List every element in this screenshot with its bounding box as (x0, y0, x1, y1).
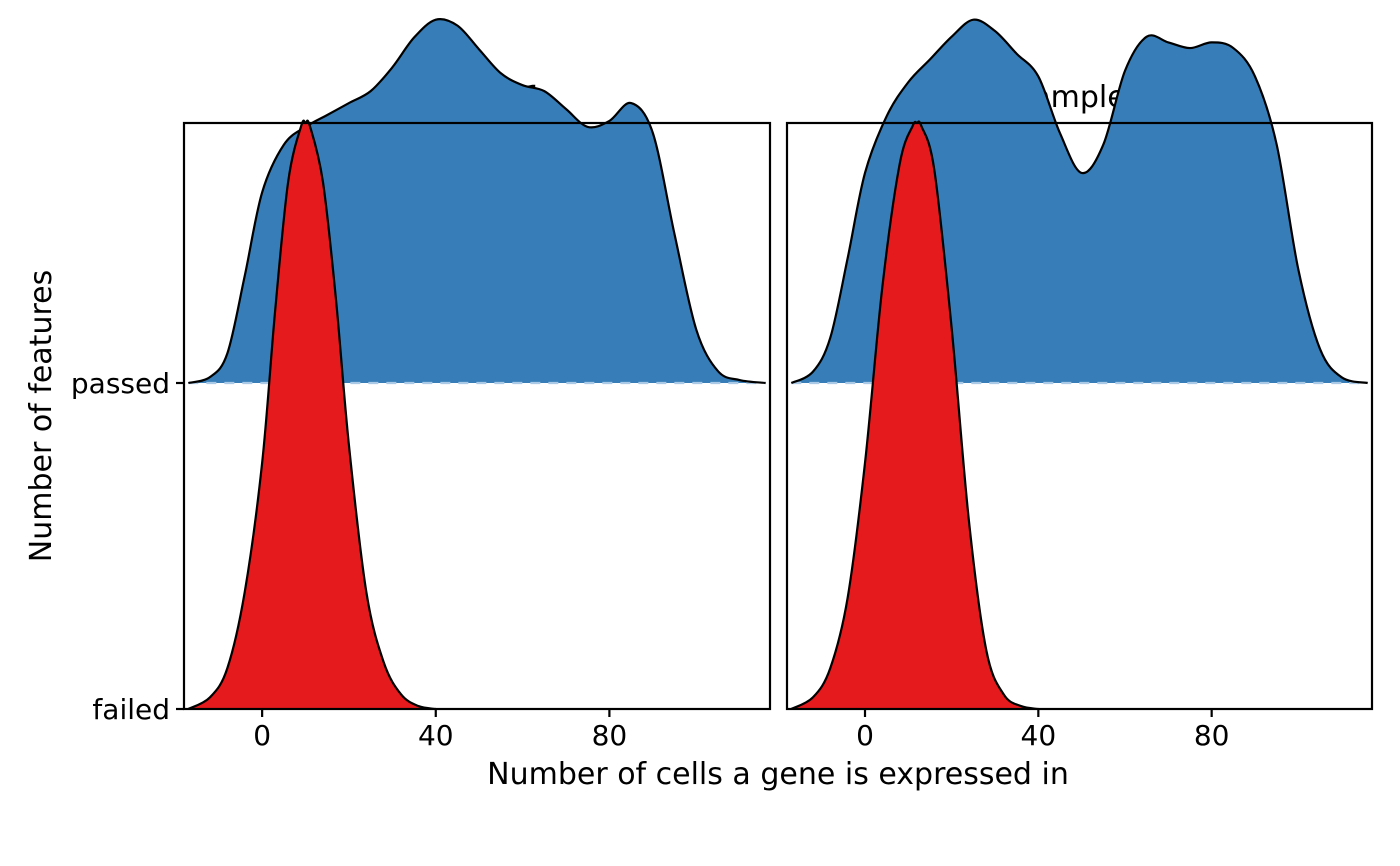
x-tick-label-80-sample2: 80 (1194, 719, 1230, 752)
ridge-line-passed-sample2 (790, 18, 1368, 385)
y-tick-label-failed: failed (92, 693, 170, 726)
x-axis-sample2: 0 40 80 (856, 709, 1229, 752)
ridge-line-failed-sample1 (187, 119, 436, 711)
x-tick-label-40-sample2: 40 (1021, 719, 1057, 752)
y-axis: passed failed Number of features (24, 270, 184, 726)
x-axis-sample1: 0 40 80 (253, 709, 627, 752)
ridges-sample1 (187, 17, 766, 711)
x-tick-label-0-sample1: 0 (253, 719, 271, 752)
x-tick-label-40-sample1: 40 (418, 719, 454, 752)
panel-frame-sample2 (785, 121, 1374, 711)
x-tick-label-0-sample2: 0 (856, 719, 874, 752)
y-axis-title: Number of features (24, 270, 59, 562)
panel-frame-sample1 (182, 121, 772, 711)
y-tick-label-passed: passed (71, 367, 170, 400)
x-tick-label-80-sample1: 80 (592, 719, 628, 752)
panel-sample1: Sample1 (182, 17, 772, 711)
x-axis-title: Number of cells a gene is expressed in (487, 757, 1069, 792)
ridges-sample2 (790, 18, 1368, 711)
panel-sample2: Sample2 (785, 18, 1374, 711)
ridge-line-passed-sample1 (188, 17, 766, 385)
